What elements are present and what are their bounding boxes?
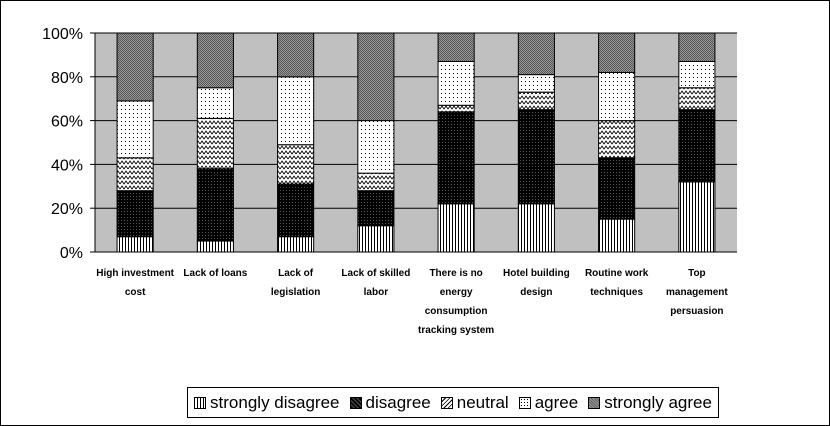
- bar-segment-neutral: [277, 144, 315, 185]
- x-tick-label: Top: [688, 268, 706, 279]
- bar-segment-neutral: [598, 120, 636, 159]
- bar-segment-strongly-agree: [357, 32, 395, 122]
- bar-segment-agree: [116, 100, 154, 159]
- bar-segment-strongly-disagree: [357, 225, 395, 253]
- x-tick-label: techniques: [590, 287, 643, 298]
- bar-segment-strongly-agree: [116, 32, 154, 102]
- y-tick-label: 80%: [51, 70, 83, 87]
- y-tick-label: 40%: [51, 157, 83, 174]
- x-tick-label: Hotel building: [503, 268, 570, 279]
- bar-segment-disagree: [357, 190, 395, 227]
- bar-segment-disagree: [598, 157, 636, 220]
- y-tick-label: 0%: [60, 245, 83, 262]
- bar-segment-strongly-agree: [437, 32, 475, 62]
- x-tick-label: persuasion: [670, 306, 723, 317]
- bar-segment-disagree: [678, 109, 716, 183]
- x-tick-label: tracking system: [418, 325, 494, 336]
- bar-segment-strongly-disagree: [277, 236, 315, 253]
- bar-segment-strongly-disagree: [517, 203, 555, 253]
- x-tick-label: energy: [440, 287, 473, 298]
- legend-item-strongly-agree: strongly agree: [588, 393, 712, 413]
- x-tick-label: management: [666, 287, 728, 298]
- bar-segment-disagree: [116, 190, 154, 238]
- bar-segment-disagree: [277, 183, 315, 238]
- x-axis: High investment cost Lack of loans Lack of l…: [95, 251, 737, 336]
- x-tick-label: Lack of: [278, 268, 314, 279]
- bar-segment-strongly-disagree: [678, 181, 716, 253]
- x-tick-label: There is no: [429, 268, 482, 279]
- x-tick-label: legislation: [271, 287, 320, 298]
- y-tick-label: 60%: [51, 114, 83, 131]
- bar-segment-neutral: [357, 172, 395, 192]
- x-tick-label: consumption: [425, 306, 488, 317]
- bar-segment-agree: [277, 76, 315, 146]
- bar-segment-agree: [517, 74, 555, 93]
- x-tick-label: cost: [125, 287, 146, 298]
- x-tick-label: design: [520, 287, 552, 298]
- bar-segment-strongly-disagree: [116, 236, 154, 253]
- x-tick-label: Routine work: [585, 268, 649, 279]
- bar-segment-strongly-disagree: [196, 240, 234, 253]
- bar-segment-neutral: [196, 117, 234, 170]
- legend-swatch-agree: [518, 396, 531, 409]
- bar-segment-strongly-disagree: [598, 218, 636, 253]
- legend-label-neutral: neutral: [456, 392, 509, 412]
- legend-swatch-strongly-agree: [588, 396, 601, 409]
- legend-item-agree: agree: [518, 392, 579, 413]
- bar-segment-agree: [678, 60, 716, 89]
- y-axis: 0% 20% 40% 60% 80% 100%: [42, 26, 96, 262]
- bar-segment-disagree: [196, 168, 234, 242]
- bar-segment-neutral: [678, 87, 716, 111]
- bar-segment-strongly-agree: [517, 32, 555, 76]
- bar-segment-agree: [357, 120, 395, 174]
- bar-segment-neutral: [116, 157, 154, 192]
- bar-segment-neutral: [517, 91, 555, 111]
- y-tick-label: 100%: [42, 26, 83, 43]
- legend-item-neutral: neutral: [440, 392, 509, 413]
- plot-area: [95, 32, 737, 253]
- legend-item-disagree: disagree: [349, 392, 431, 413]
- legend-item-strongly-disagree: strongly disagree: [194, 392, 340, 413]
- legend: strongly disagree disagree neutral agree…: [187, 387, 719, 418]
- legend-label-disagree: disagree: [365, 392, 431, 412]
- bar-segment-agree: [598, 71, 636, 122]
- bar-segment-neutral: [437, 104, 475, 113]
- x-tick-label: labor: [364, 287, 389, 298]
- y-tick-label: 20%: [51, 201, 83, 218]
- x-tick-label: Lack of loans: [183, 268, 247, 279]
- bar-segment-strongly-agree: [678, 32, 716, 62]
- bar-segment-disagree: [437, 111, 475, 205]
- legend-swatch-neutral: [440, 396, 453, 409]
- bar-segment-strongly-agree: [598, 32, 636, 73]
- plot-background: [95, 33, 737, 252]
- bar-segment-strongly-disagree: [437, 203, 475, 253]
- bar-segment-disagree: [517, 109, 555, 205]
- bar-segment-agree: [196, 87, 234, 119]
- legend-label-strongly-disagree: strongly disagree: [210, 392, 340, 412]
- legend-swatch-strongly-disagree: [194, 396, 207, 409]
- x-tick-label: High investment: [96, 268, 174, 279]
- bar-segment-strongly-agree: [277, 32, 315, 78]
- bar-segment-agree: [437, 60, 475, 106]
- bar-segment-strongly-agree: [196, 32, 234, 89]
- legend-label-strongly-agree: strongly agree: [604, 392, 712, 412]
- x-tick-label: Lack of skilled: [341, 268, 410, 279]
- legend-label-agree: agree: [534, 392, 579, 412]
- legend-swatch-disagree: [349, 396, 362, 409]
